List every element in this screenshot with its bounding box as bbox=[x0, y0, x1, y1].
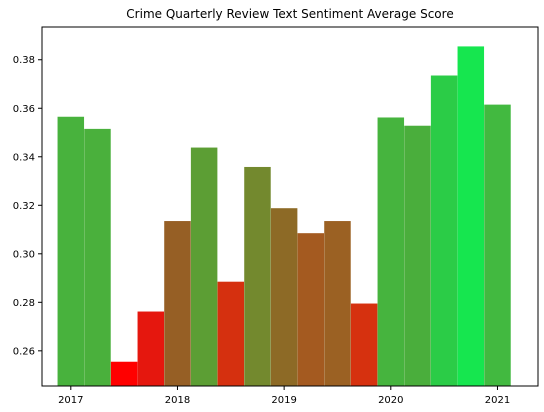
bar-8 bbox=[270, 208, 298, 386]
bar-9 bbox=[297, 233, 325, 386]
y-tick-label: 0.30 bbox=[13, 249, 35, 260]
bar-13 bbox=[404, 125, 431, 386]
x-tick-label: 2019 bbox=[271, 395, 296, 406]
bar-10 bbox=[324, 221, 351, 386]
y-tick-label: 0.34 bbox=[13, 152, 35, 163]
bar-7 bbox=[244, 166, 271, 386]
y-tick-label: 0.26 bbox=[13, 346, 35, 357]
bar-12 bbox=[377, 117, 405, 386]
x-tick-label: 2020 bbox=[378, 395, 403, 406]
bar-0 bbox=[57, 116, 85, 386]
bar-6 bbox=[217, 281, 245, 386]
x-tick-label: 2018 bbox=[165, 395, 190, 406]
y-axis-ticks: 0.26 0.28 0.30 0.32 0.34 0.36 0.38 bbox=[13, 55, 42, 357]
bar-14 bbox=[430, 75, 458, 386]
x-axis-ticks: 2017 2018 2019 2020 2021 bbox=[58, 386, 510, 406]
bar-1 bbox=[84, 128, 111, 386]
plot-frame bbox=[41, 26, 539, 387]
y-tick-label: 0.38 bbox=[13, 55, 35, 66]
bar-2 bbox=[110, 361, 138, 386]
y-tick-label: 0.32 bbox=[13, 201, 35, 212]
x-tick-label: 2021 bbox=[485, 395, 510, 406]
bar-16 bbox=[484, 104, 511, 387]
y-tick-label: 0.28 bbox=[13, 298, 35, 309]
bar-3 bbox=[137, 311, 165, 386]
bar-11 bbox=[350, 303, 378, 386]
bars-group bbox=[57, 46, 511, 387]
y-tick-label: 0.36 bbox=[13, 104, 35, 115]
bar-4 bbox=[164, 221, 191, 386]
x-tick-label: 2017 bbox=[58, 395, 83, 406]
bar-5 bbox=[190, 147, 218, 386]
bar-15 bbox=[457, 46, 485, 386]
chart-title: Crime Quarterly Review Text Sentiment Av… bbox=[126, 7, 453, 21]
